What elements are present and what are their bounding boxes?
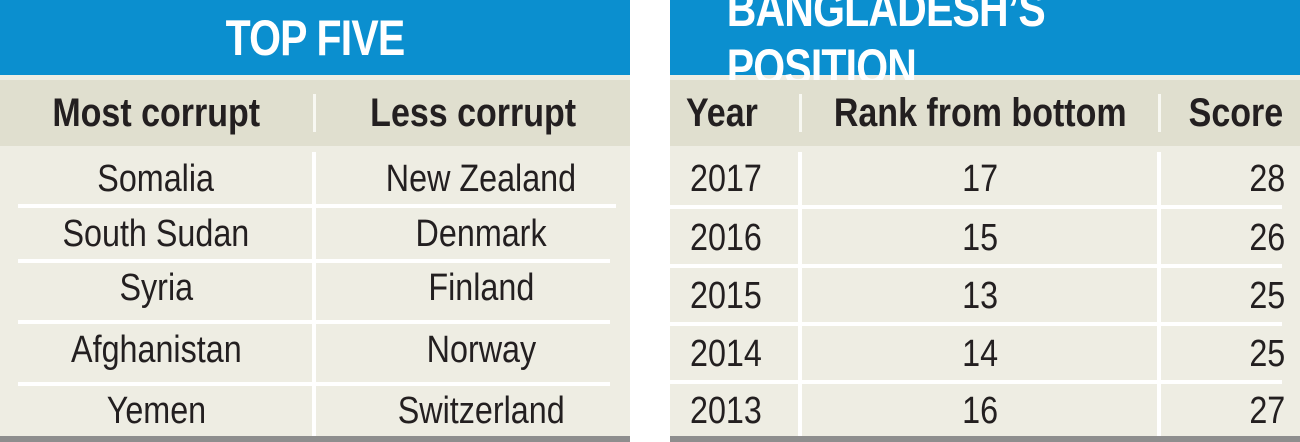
table-row: Afghanistan Norway [0, 324, 630, 376]
column-header-year: Year [686, 90, 758, 135]
bottom-rule [670, 436, 1300, 442]
top-five-header-row: Most corrupt Less corrupt [0, 80, 630, 146]
bangladesh-position-panel: BANGLADESH’S POSITION Year Rank from bot… [670, 0, 1300, 442]
table-row: 2016 15 26 [670, 212, 1300, 264]
column-header-score: Score [1188, 90, 1283, 135]
less-corrupt-cell: Denmark [415, 212, 547, 255]
header-divider [799, 94, 802, 132]
column-divider [312, 152, 316, 436]
row-divider [18, 320, 610, 324]
column-divider [798, 152, 802, 436]
table-row: 2014 14 25 [670, 328, 1300, 380]
column-header-rank: Rank from bottom [833, 90, 1127, 135]
bangladesh-header-row: Year Rank from bottom Score [670, 80, 1300, 146]
score-cell: 25 [1249, 332, 1285, 375]
most-corrupt-cell: Afghanistan [70, 328, 242, 371]
bangladesh-position-title: BANGLADESH’S POSITION [670, 0, 1300, 95]
row-divider [670, 264, 1282, 268]
most-corrupt-cell: Somalia [97, 157, 215, 200]
year-cell: 2017 [690, 157, 762, 200]
table-row: 2015 13 25 [670, 270, 1300, 322]
score-cell: 26 [1249, 216, 1285, 259]
table-row: Syria Finland [0, 262, 630, 314]
column-header-less-corrupt: Less corrupt [370, 90, 576, 135]
table-row: 2013 16 27 [670, 385, 1300, 437]
top-five-panel: TOP FIVE Most corrupt Less corrupt Somal… [0, 0, 630, 442]
table-row: Yemen Switzerland [0, 385, 630, 437]
less-corrupt-cell: Switzerland [397, 389, 565, 432]
top-five-title: TOP FIVE [0, 0, 630, 75]
most-corrupt-cell: South Sudan [62, 212, 250, 255]
score-cell: 28 [1249, 157, 1285, 200]
row-divider [18, 204, 616, 208]
table-row: Somalia New Zealand [0, 153, 630, 205]
row-divider [18, 382, 610, 386]
header-divider [313, 94, 316, 132]
column-header-most-corrupt: Most corrupt [52, 90, 260, 135]
row-divider [670, 380, 1282, 384]
rank-cell: 14 [962, 332, 998, 375]
year-cell: 2015 [690, 274, 762, 317]
rank-cell: 15 [962, 216, 998, 259]
score-cell: 27 [1249, 389, 1285, 432]
row-divider [670, 322, 1282, 326]
score-cell: 25 [1249, 274, 1285, 317]
most-corrupt-cell: Syria [119, 266, 193, 309]
column-divider [1157, 152, 1161, 436]
less-corrupt-cell: Norway [426, 328, 536, 371]
row-divider [670, 205, 1282, 209]
row-divider [18, 259, 610, 263]
table-row: South Sudan Denmark [0, 208, 630, 260]
rank-cell: 16 [962, 389, 998, 432]
rank-cell: 13 [962, 274, 998, 317]
year-cell: 2014 [690, 332, 762, 375]
less-corrupt-cell: Finland [428, 266, 534, 309]
year-cell: 2016 [690, 216, 762, 259]
table-row: 2017 17 28 [670, 153, 1300, 205]
rank-cell: 17 [962, 157, 998, 200]
header-divider [1158, 94, 1161, 132]
less-corrupt-cell: New Zealand [385, 157, 577, 200]
year-cell: 2013 [690, 389, 762, 432]
bottom-rule [0, 436, 630, 442]
most-corrupt-cell: Yemen [106, 389, 206, 432]
